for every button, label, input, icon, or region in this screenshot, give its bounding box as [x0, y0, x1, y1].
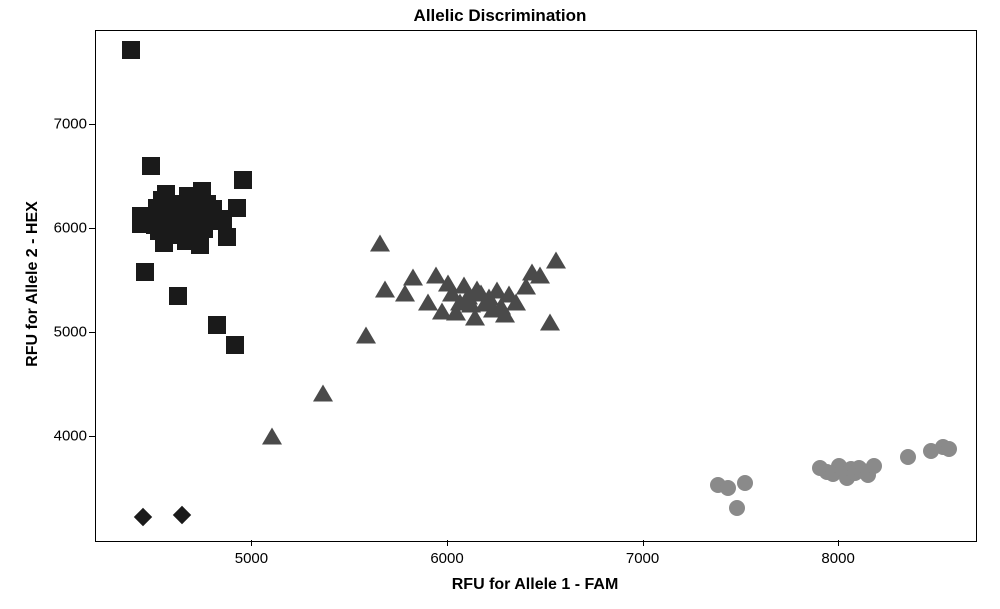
data-point — [191, 236, 209, 254]
data-point — [737, 475, 753, 491]
data-point — [313, 385, 333, 402]
data-point — [122, 41, 140, 59]
y-tick — [89, 436, 95, 437]
data-point — [403, 268, 423, 285]
data-point — [530, 266, 550, 283]
data-point — [900, 449, 916, 465]
x-tick — [251, 540, 252, 546]
data-point — [228, 199, 246, 217]
data-point — [941, 441, 957, 457]
plot-area — [95, 30, 977, 542]
y-tick-label: 6000 — [43, 219, 87, 236]
x-tick-label: 8000 — [821, 550, 854, 567]
x-tick — [643, 540, 644, 546]
x-tick-label: 6000 — [430, 550, 463, 567]
data-point — [262, 427, 282, 444]
data-point — [375, 281, 395, 298]
y-tick — [89, 332, 95, 333]
y-axis-label: RFU for Allele 2 - HEX — [24, 29, 42, 539]
x-tick — [447, 540, 448, 546]
data-point — [169, 287, 187, 305]
data-point — [546, 251, 566, 268]
data-point — [234, 171, 252, 189]
x-tick-label: 7000 — [626, 550, 659, 567]
data-point — [729, 500, 745, 516]
x-tick — [838, 540, 839, 546]
data-point — [506, 293, 526, 310]
y-tick-label: 5000 — [43, 323, 87, 340]
data-point — [173, 506, 191, 524]
y-tick-label: 4000 — [43, 427, 87, 444]
y-tick — [89, 124, 95, 125]
data-point — [395, 285, 415, 302]
data-point — [136, 263, 154, 281]
data-point — [866, 458, 882, 474]
data-point — [720, 480, 736, 496]
data-point — [208, 316, 226, 334]
x-tick-label: 5000 — [235, 550, 268, 567]
data-point — [134, 508, 152, 526]
data-point — [540, 314, 560, 331]
data-point — [226, 336, 244, 354]
scatter-chart: Allelic Discrimination RFU for Allele 1 … — [0, 0, 1000, 609]
x-axis-label: RFU for Allele 1 - FAM — [95, 576, 975, 594]
data-point — [218, 228, 236, 246]
chart-title: Allelic Discrimination — [0, 6, 1000, 26]
data-point — [370, 235, 390, 252]
y-tick-label: 7000 — [43, 115, 87, 132]
data-point — [356, 326, 376, 343]
data-point — [142, 157, 160, 175]
y-tick — [89, 228, 95, 229]
